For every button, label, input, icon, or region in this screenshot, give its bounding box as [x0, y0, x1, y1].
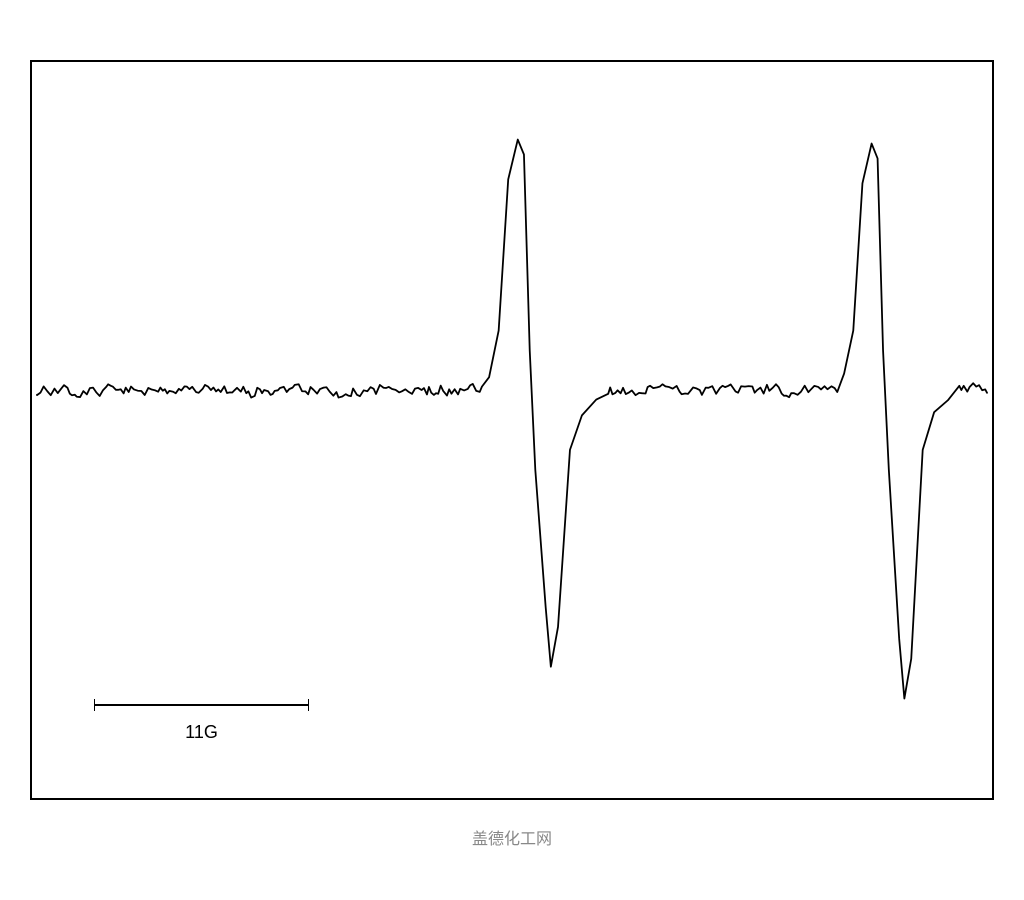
scale-bar-label: 11G [94, 722, 309, 743]
spectrum-line-plot [32, 62, 992, 798]
watermark-text: 盖德化工网 [0, 825, 1024, 849]
scale-bar [94, 697, 309, 722]
scale-bar-svg [94, 697, 309, 717]
spectrum-chart: 11G [30, 60, 994, 800]
